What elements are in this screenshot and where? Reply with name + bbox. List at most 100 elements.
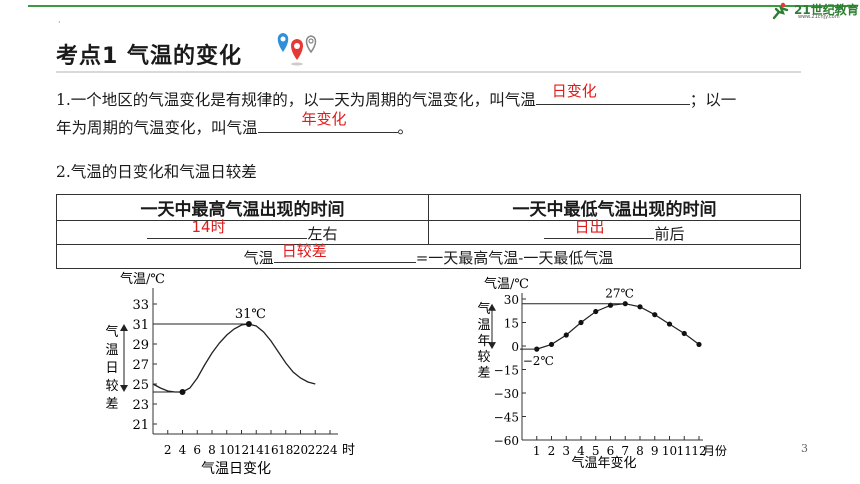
- chart1-x-tick-label: 4: [179, 443, 187, 457]
- chart1-y-tick-label: 23: [132, 398, 149, 413]
- chart1-y-tick-label: 31: [132, 318, 149, 333]
- chart2-x-tick-label: 8: [636, 444, 644, 458]
- chart2-marker: [696, 341, 702, 348]
- chart2-y-tick-label: −30: [494, 387, 519, 401]
- chart2-x-tick-label: 6: [607, 444, 615, 458]
- chart2-title: 气温年变化: [571, 455, 636, 471]
- chart2-x-tick-label: 5: [592, 444, 600, 458]
- chart2-marker: [666, 321, 673, 327]
- q1-text-4: 。: [397, 119, 414, 137]
- q1-text-2: ；以一: [689, 91, 737, 109]
- chart2-x-tick-label: 7: [621, 444, 629, 458]
- chart2-marker: [578, 319, 584, 326]
- runner-icon: [772, 2, 789, 20]
- chart2-ylabel: 气温/℃: [484, 276, 529, 292]
- chart2-range-label: 年: [477, 334, 490, 349]
- answer-annual: 年变化: [301, 110, 347, 128]
- chart2-annotation-min: −2℃: [523, 354, 554, 368]
- chart1-x-tick-label: 22: [308, 443, 323, 457]
- chart2-series-line: [536, 303, 700, 350]
- chart2-y-tick-label: −60: [494, 434, 519, 448]
- logo-url: www.21cnjy.com: [798, 14, 840, 20]
- answer-blank-2[interactable]: 年变化: [257, 110, 398, 133]
- chart1-x-tick-label: 20: [293, 443, 308, 457]
- chart2-arrow-head-top: [488, 303, 496, 311]
- chart2-range-label: 气: [477, 301, 490, 317]
- chart1-marker: [179, 389, 186, 395]
- suffix-low: 前后: [654, 225, 685, 243]
- chart2-x-tick-label: 9: [651, 444, 659, 458]
- chart2-y-tick-label: −15: [494, 364, 519, 378]
- chart2-marker: [548, 341, 555, 348]
- chart2-y-tick-label: 0: [511, 340, 519, 354]
- chart2-marker: [593, 308, 599, 315]
- answer-high-time: 14时: [191, 218, 226, 236]
- table-cell-low: 日出 前后: [428, 218, 801, 245]
- chart2-y-tick-label: 30: [504, 293, 519, 307]
- chart1-range-label: 气: [105, 324, 118, 340]
- q1-text-3: 年为周期的气温变化，叫气温: [56, 119, 258, 137]
- chart1-arrow-head-top: [120, 324, 128, 331]
- header-rule: [28, 5, 858, 7]
- chart2-y-tick-label: 15: [504, 317, 519, 331]
- answer-blank-high[interactable]: 14时: [147, 218, 308, 239]
- brand-logo: 21世纪教育 www.21cnjy.com: [770, 0, 860, 22]
- answer-low-time: 日出: [574, 218, 605, 236]
- formula-prefix: 气温: [243, 249, 274, 267]
- chart1-x-tick-label: 12: [234, 443, 249, 457]
- chart1-series-line: [152, 323, 316, 393]
- logo-text: 21世纪教育: [794, 3, 859, 17]
- chart2-x-tick-label: 10: [662, 444, 677, 458]
- chart1-y-tick-label: 21: [132, 418, 149, 433]
- question-2-heading: 2.气温的日变化和气温日较差: [56, 163, 257, 181]
- chart2-marker: [563, 332, 569, 338]
- chart1-annotation: 31℃: [235, 307, 266, 322]
- chart1-y-tick-label: 29: [132, 338, 149, 353]
- chart1-x-tick-label: 14: [249, 443, 265, 457]
- chart2-xlabel: 月份: [703, 444, 727, 458]
- chart2-arrow-head-bottom: [488, 342, 496, 350]
- chart2-marker: [652, 312, 658, 318]
- answer-daily-range: 日较差: [281, 242, 327, 260]
- chart2-marker: [681, 330, 687, 337]
- suffix-high: 左右: [307, 225, 338, 243]
- answer-daily: 日变化: [551, 82, 597, 100]
- chart2-marker: [637, 304, 643, 310]
- page-title: 考点1 气温的变化: [56, 44, 242, 69]
- q1-text-1: 1.一个地区的气温变化是有规律的，以一天为周期的气温变化，叫气温: [56, 91, 536, 109]
- table-cell-high: 14时 左右: [56, 218, 429, 245]
- answer-blank-low[interactable]: 日出: [544, 218, 655, 239]
- chart1-arrow-head-bottom: [120, 385, 128, 392]
- chart1-y-tick-label: 27: [132, 358, 149, 373]
- chart1-y-tick-label: 25: [132, 378, 149, 393]
- chart1-x-tick-label: 6: [193, 443, 201, 457]
- chart1-x-tick-label: 2: [164, 443, 172, 457]
- chart1-range-label: 日: [105, 361, 118, 376]
- chart1-x-tick-label: 16: [263, 443, 278, 457]
- chart2-range-label: 较: [477, 350, 490, 365]
- chart2-range-label: 温: [477, 318, 490, 333]
- answer-blank-range[interactable]: 日较差: [273, 242, 416, 263]
- title-underline: [56, 71, 801, 73]
- chart2-x-tick-label: 3: [562, 444, 570, 458]
- table-formula-row: 气温 日较差 =一天最高气温-一天最低气温: [56, 242, 801, 269]
- chart1-xlabel: 时: [342, 443, 355, 458]
- chart1-y-tick-label: 33: [132, 298, 149, 313]
- question-1-line-1: 1.一个地区的气温变化是有规律的，以一天为周期的气温变化，叫气温 日变化 ；以一: [56, 82, 737, 114]
- temperature-table: 一天中最高气温出现的时间 一天中最低气温出现的时间 14时 左右 日出 前后 气温日…: [56, 194, 801, 269]
- chart2-x-tick-label: 1: [533, 444, 541, 458]
- chart2-x-tick-label: 11: [677, 444, 692, 458]
- answer-blank-1[interactable]: 日变化: [535, 82, 690, 105]
- chart2-range-label: 差: [477, 366, 490, 381]
- chart1-x-tick-label: 8: [208, 443, 216, 457]
- table-header-low: 一天中最低气温出现的时间: [428, 194, 801, 221]
- chart1-title: 气温日变化: [201, 461, 271, 477]
- page-number: 3: [801, 442, 808, 455]
- chart1-ylabel: 气温/℃: [120, 271, 165, 287]
- location-pins-icon: [277, 33, 317, 66]
- formula-suffix: =一天最高气温-一天最低气温: [415, 249, 614, 267]
